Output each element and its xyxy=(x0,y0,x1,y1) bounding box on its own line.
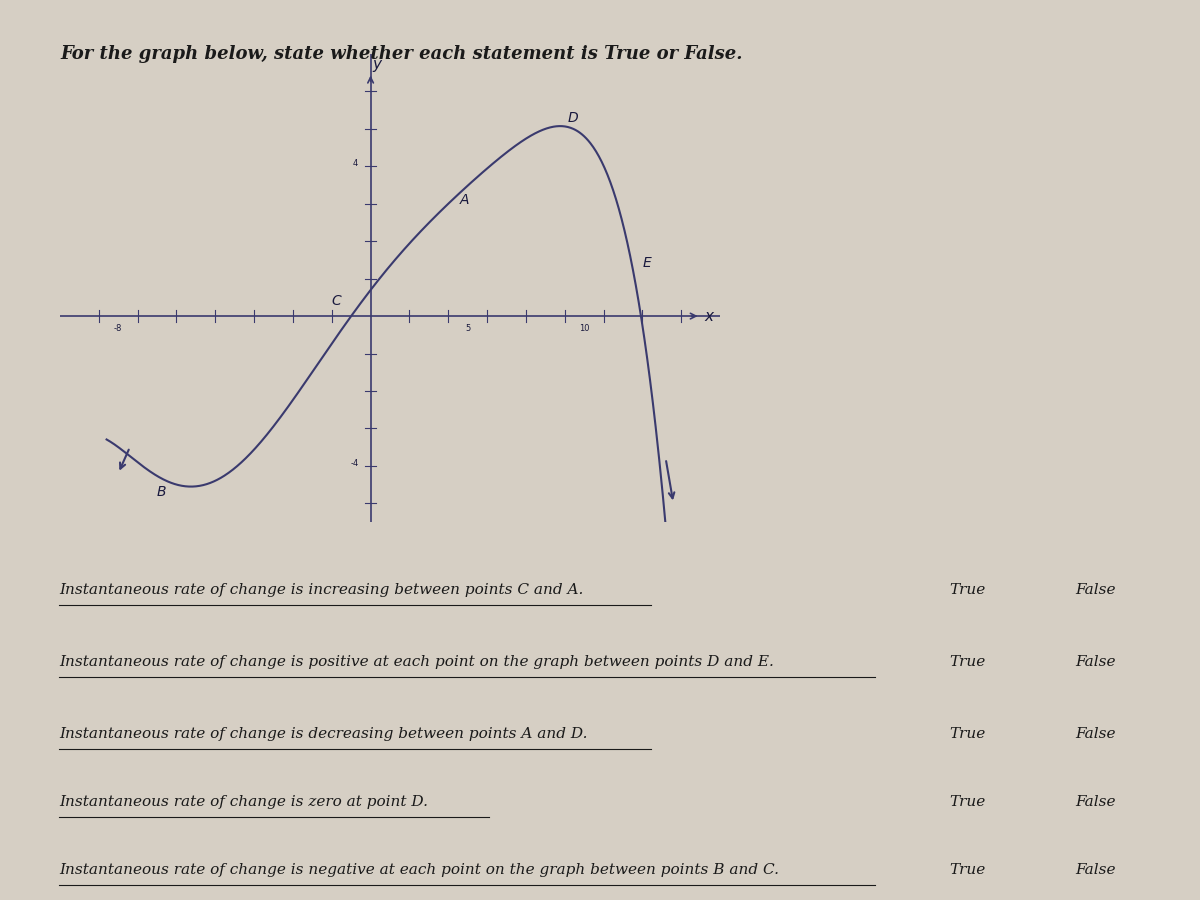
Text: False: False xyxy=(1075,583,1116,597)
Text: Instantaneous rate of change is positive at each point on the graph between poin: Instantaneous rate of change is positive… xyxy=(59,655,774,669)
Text: True: True xyxy=(949,863,985,877)
Text: 10: 10 xyxy=(578,324,589,333)
Text: Instantaneous rate of change is decreasing between points A and D.: Instantaneous rate of change is decreasi… xyxy=(59,726,588,741)
Text: -8: -8 xyxy=(114,324,122,333)
Text: Instantaneous rate of change is zero at point D.: Instantaneous rate of change is zero at … xyxy=(59,795,428,809)
Text: True: True xyxy=(949,655,985,669)
Text: -4: -4 xyxy=(350,459,359,468)
Text: C: C xyxy=(331,293,342,308)
Text: False: False xyxy=(1075,863,1116,877)
Text: 4: 4 xyxy=(353,159,358,168)
Text: True: True xyxy=(949,795,985,809)
Text: True: True xyxy=(949,583,985,597)
Text: x: x xyxy=(704,309,714,324)
Text: For the graph below, state whether each statement is True or False.: For the graph below, state whether each … xyxy=(60,45,743,63)
Text: Instantaneous rate of change is increasing between points C and A.: Instantaneous rate of change is increasi… xyxy=(59,583,583,597)
Text: E: E xyxy=(642,256,652,270)
Text: Instantaneous rate of change is negative at each point on the graph between poin: Instantaneous rate of change is negative… xyxy=(59,863,779,877)
Text: False: False xyxy=(1075,726,1116,741)
Text: D: D xyxy=(568,112,578,125)
Text: B: B xyxy=(157,485,167,499)
Text: A: A xyxy=(460,193,469,207)
Text: True: True xyxy=(949,726,985,741)
Text: y: y xyxy=(372,57,380,72)
Text: 5: 5 xyxy=(466,324,470,333)
Text: False: False xyxy=(1075,655,1116,669)
Text: False: False xyxy=(1075,795,1116,809)
